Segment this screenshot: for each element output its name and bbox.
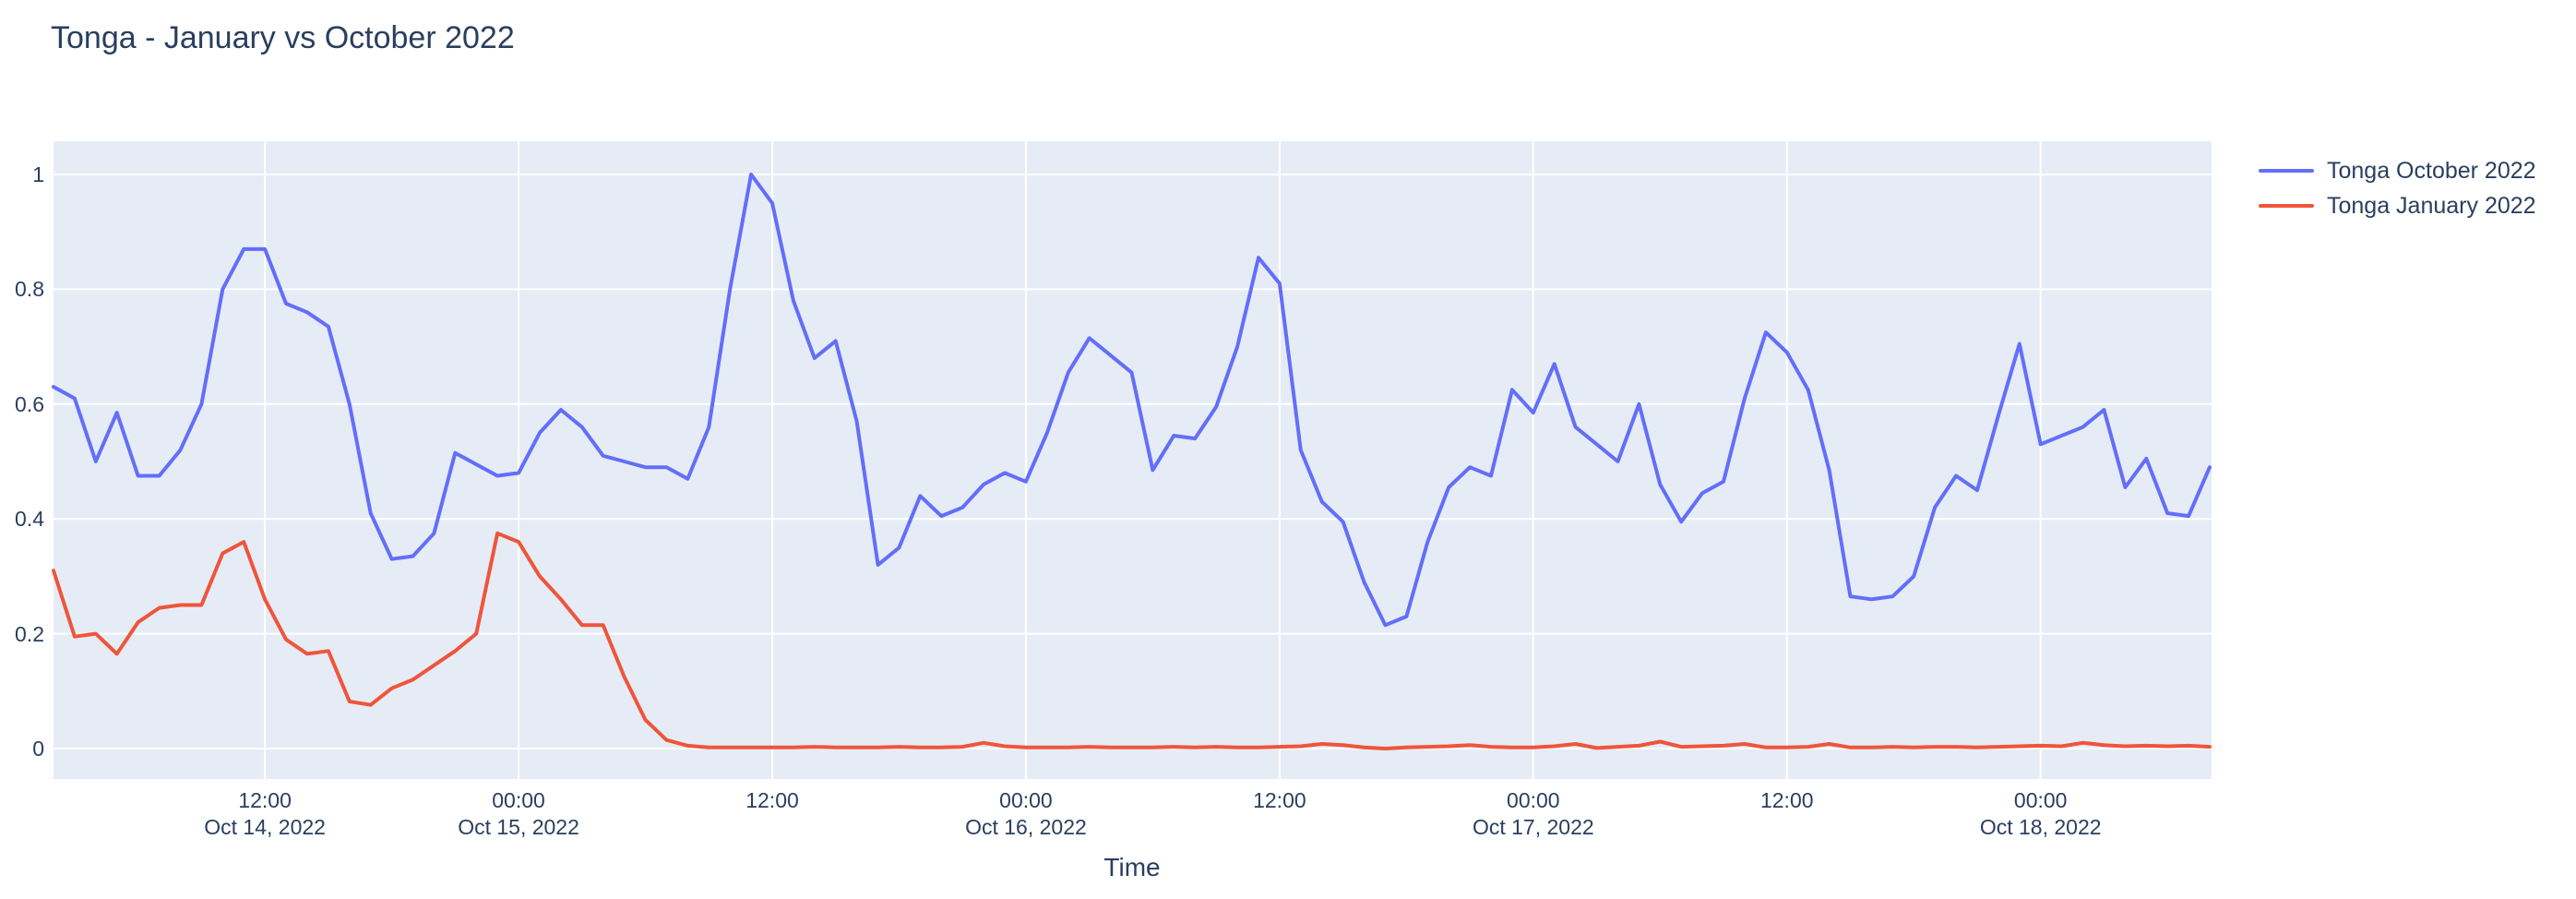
x-tick-date-label: Oct 14, 2022 bbox=[204, 815, 326, 839]
x-tick-date-label: Oct 15, 2022 bbox=[458, 815, 579, 839]
x-tick-label: 00:00 Oct 16, 2022 bbox=[924, 787, 1127, 841]
chart-title: Tonga - January vs October 2022 bbox=[51, 20, 515, 55]
x-tick-label: 12:00 Oct 14, 2022 bbox=[163, 787, 366, 841]
x-tick-date-label: Oct 16, 2022 bbox=[965, 815, 1087, 839]
legend-label-october: Tonga October 2022 bbox=[2327, 157, 2536, 184]
y-tick-label: 0.8 bbox=[15, 277, 44, 302]
x-tick-label: 00:00 Oct 17, 2022 bbox=[1432, 787, 1635, 841]
x-tick-date-label: Oct 17, 2022 bbox=[1472, 815, 1594, 839]
x-tick-label: 12:00 bbox=[1759, 788, 1814, 812]
legend-item-october[interactable]: Tonga October 2022 bbox=[2259, 153, 2536, 188]
x-tick-label: 00:00 Oct 15, 2022 bbox=[417, 787, 620, 841]
legend-swatch-january-line bbox=[2259, 204, 2314, 208]
y-tick-label: 0.4 bbox=[15, 507, 44, 532]
y-tick-label: 0.6 bbox=[15, 391, 44, 416]
legend-swatch-october-line bbox=[2259, 169, 2314, 173]
x-tick-label: 00:00 Oct 18, 2022 bbox=[1939, 787, 2142, 841]
y-tick-label: 0.2 bbox=[15, 621, 44, 646]
x-tick-date-label: Oct 18, 2022 bbox=[1979, 815, 2102, 839]
x-tick-label: 12:00 bbox=[1253, 788, 1306, 812]
trace-tonga-january-2022[interactable] bbox=[52, 531, 2212, 750]
legend-item-january[interactable]: Tonga January 2022 bbox=[2259, 188, 2536, 223]
legend-label-january: Tonga January 2022 bbox=[2327, 192, 2536, 219]
y-tick-label: 0 bbox=[32, 737, 44, 761]
plot-background[interactable] bbox=[54, 141, 2212, 779]
x-tick-label: 12:00 bbox=[745, 788, 799, 812]
y-tick-label: 1 bbox=[32, 162, 44, 186]
legend: Tonga October 2022 Tonga January 2022 bbox=[2259, 153, 2536, 223]
trace-tonga-october-2022[interactable] bbox=[52, 173, 2212, 628]
x-axis-title: Time bbox=[1103, 853, 1161, 881]
